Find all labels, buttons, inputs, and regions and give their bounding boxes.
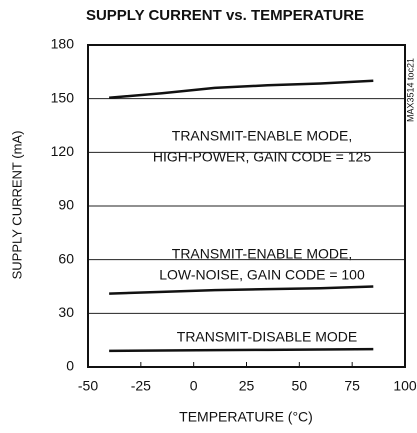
series-line xyxy=(109,347,374,353)
x-tick-label: 0 xyxy=(190,378,198,394)
y-tick-label: 150 xyxy=(51,89,75,105)
annotation: TRANSMIT-ENABLE MODE, xyxy=(172,128,352,144)
side-label: MAX3514 toc21 xyxy=(405,58,415,122)
plot-frame xyxy=(87,44,406,368)
y-tick-label: 90 xyxy=(58,197,74,213)
y-tick-label: 60 xyxy=(58,250,74,266)
x-tick-label: 75 xyxy=(344,378,360,394)
annotation: LOW-NOISE, GAIN CODE = 100 xyxy=(159,267,365,283)
y-tick-label: 120 xyxy=(51,143,75,159)
y-axis-label: SUPPLY CURRENT (mA) xyxy=(9,131,24,280)
x-axis-label: TEMPERATURE (°C) xyxy=(179,409,313,425)
chart-title: SUPPLY CURRENT vs. TEMPERATURE xyxy=(86,7,364,24)
y-tick-label: 0 xyxy=(66,358,74,374)
x-tick-label: -25 xyxy=(131,378,151,394)
series-line xyxy=(109,79,374,100)
x-tick-label: 25 xyxy=(239,378,255,394)
annotation: TRANSMIT-DISABLE MODE xyxy=(177,329,357,345)
annotation: TRANSMIT-ENABLE MODE, xyxy=(172,246,352,262)
x-tick-label: 100 xyxy=(393,378,417,394)
x-tick-label: 50 xyxy=(292,378,308,394)
series-line xyxy=(109,285,374,295)
y-tick-label: 30 xyxy=(58,304,74,320)
annotation: HIGH-POWER, GAIN CODE = 125 xyxy=(153,149,371,165)
x-tick-label: -50 xyxy=(78,378,98,394)
y-tick-label: 180 xyxy=(51,36,75,52)
